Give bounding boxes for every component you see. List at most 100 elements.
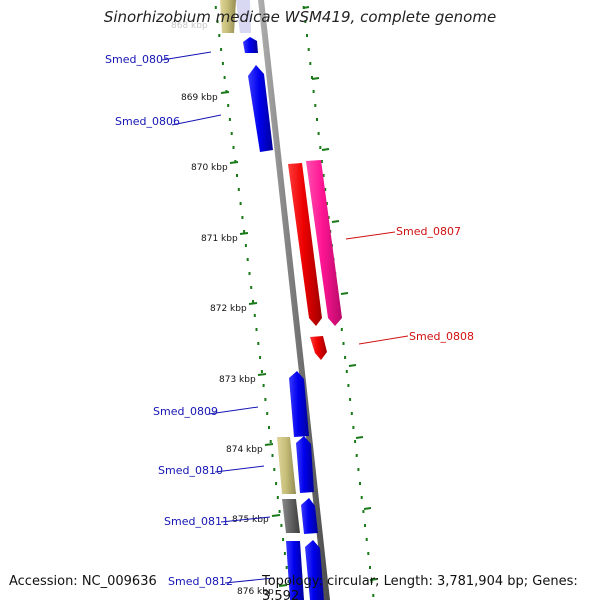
minor-tick — [236, 174, 238, 177]
minor-tick — [345, 370, 348, 373]
minor-tick — [216, 20, 219, 23]
minor-tick — [264, 398, 267, 401]
tick-869kbp: 869 kbp — [181, 91, 230, 103]
gene-label-smed-0810[interactable]: Smed_0810 — [158, 464, 265, 477]
minor-tick — [283, 552, 286, 555]
minor-tick — [365, 538, 368, 541]
minor-tick — [359, 482, 361, 485]
minor-tick — [241, 216, 244, 219]
minor-tick — [312, 90, 315, 93]
minor-tick — [342, 342, 345, 345]
svg-text:Smed_0811: Smed_0811 — [164, 515, 229, 528]
minor-tick — [271, 454, 274, 457]
accession-text: Accession: NC_009636 — [9, 574, 157, 589]
svg-text:869 kbp: 869 kbp — [181, 93, 218, 103]
minor-tick — [282, 538, 285, 541]
svg-text:870 kbp: 870 kbp — [191, 163, 228, 173]
minor-tick — [259, 356, 262, 359]
gene-smed-0811[interactable] — [282, 498, 318, 534]
svg-text:Smed_0812: Smed_0812 — [168, 575, 233, 588]
gene-label-smed-0812[interactable]: Smed_0812 — [168, 575, 275, 588]
minor-tick — [285, 566, 288, 569]
gene-label-smed-0809[interactable]: Smed_0809 — [153, 405, 259, 418]
minor-tick — [306, 34, 308, 37]
gene-smed-0812[interactable] — [286, 540, 324, 600]
minor-tick — [360, 496, 363, 499]
minor-tick — [287, 580, 290, 583]
minor-tick — [367, 552, 370, 555]
tick-870kbp: 870 kbp — [191, 161, 239, 173]
svg-text:873 kbp: 873 kbp — [219, 375, 256, 385]
minor-tick — [273, 468, 276, 471]
minor-tick — [250, 286, 253, 289]
minor-tick — [304, 20, 307, 23]
minor-tick — [322, 174, 325, 177]
tick-871kbp: 871 kbp — [201, 232, 249, 244]
minor-tick — [316, 118, 318, 121]
minor-tick — [369, 566, 371, 569]
svg-text:Smed_0810: Smed_0810 — [158, 464, 223, 477]
gene-smed-0810[interactable] — [277, 436, 314, 494]
gene-smed-0806[interactable] — [248, 65, 273, 152]
minor-tick — [227, 104, 230, 107]
minor-tick — [311, 76, 313, 79]
minor-tick — [243, 230, 246, 233]
gene-label-smed-0811[interactable]: Smed_0811 — [164, 515, 271, 528]
svg-text:876 kbp: 876 kbp — [237, 587, 274, 597]
minor-tick — [276, 496, 279, 499]
minor-tick — [221, 62, 224, 65]
minor-tick — [262, 384, 265, 387]
gene-smed-0809[interactable] — [289, 371, 309, 437]
minor-tick — [260, 370, 263, 373]
tick-875kbp: 875 kbp — [232, 514, 281, 525]
svg-text:Smed_0808: Smed_0808 — [409, 330, 474, 343]
gene-label-smed-0808[interactable]: Smed_0808 — [358, 330, 474, 345]
minor-tick — [253, 314, 256, 317]
minor-tick — [357, 468, 360, 471]
minor-tick — [248, 272, 251, 275]
minor-tick — [223, 76, 226, 79]
minor-tick — [214, 6, 217, 9]
gene-label-smed-0806[interactable]: Smed_0806 — [115, 114, 222, 128]
gene-smed-0808[interactable] — [310, 336, 327, 360]
minor-tick — [324, 188, 327, 191]
minor-tick — [257, 342, 260, 345]
svg-text:872 kbp: 872 kbp — [210, 304, 247, 314]
minor-tick — [317, 132, 320, 135]
svg-text:871 kbp: 871 kbp — [201, 234, 238, 244]
minor-tick — [275, 482, 278, 485]
minor-tick — [255, 328, 258, 331]
minor-tick — [340, 328, 343, 331]
minor-tick — [319, 146, 322, 149]
minor-tick — [268, 426, 270, 429]
minor-tick — [237, 188, 240, 191]
minor-tick — [218, 34, 221, 37]
svg-text:Smed_0806: Smed_0806 — [115, 115, 180, 128]
minor-tick — [354, 440, 357, 443]
minor-tick — [307, 48, 310, 51]
gene-smed-0807[interactable] — [288, 160, 342, 326]
tick-876kbp: 876 kbp — [237, 584, 288, 597]
minor-tick — [344, 356, 347, 359]
minor-tick — [228, 118, 231, 121]
minor-tick — [347, 384, 350, 387]
minor-tick — [372, 594, 375, 597]
minor-tick — [269, 440, 272, 443]
tick-873kbp: 873 kbp — [219, 373, 267, 385]
minor-tick — [230, 132, 233, 135]
ruler-minor-ticks-inner — [214, 6, 292, 597]
svg-text:874 kbp: 874 kbp — [226, 445, 263, 455]
genome-backbone — [258, 0, 330, 600]
gene-label-smed-0807[interactable]: Smed_0807 — [345, 225, 461, 240]
minor-tick — [244, 244, 247, 247]
gene-label-smed-0805[interactable]: Smed_0805 — [105, 51, 212, 66]
genome-summary-text: Topology: circular; Length: 3,781,904 bp… — [262, 574, 578, 600]
minor-tick — [352, 426, 355, 429]
minor-tick — [355, 454, 358, 457]
svg-text:Smed_0805: Smed_0805 — [105, 53, 170, 66]
minor-tick — [266, 412, 269, 415]
svg-text:868 kbp: 868 kbp — [171, 21, 208, 31]
gene-smed-0805[interactable] — [243, 37, 258, 53]
